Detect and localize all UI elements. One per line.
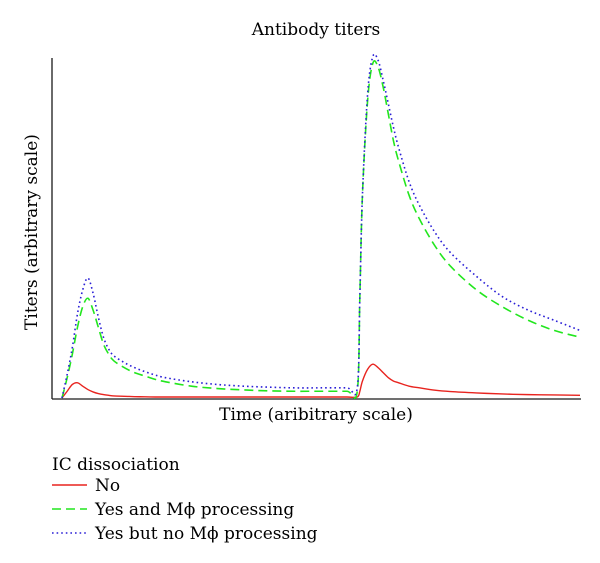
series-line-yes-and-m-processing (61, 60, 581, 399)
series-line-yes-but-no-m-processing (61, 53, 581, 399)
legend-label-yes-but-no-m-processing: Yes but no Mϕ processing (94, 524, 318, 544)
legend-label-yes-and-m-processing: Yes and Mϕ processing (94, 500, 294, 520)
x-axis-label: Time (aribitrary scale) (219, 405, 413, 425)
legend-label-no: No (95, 476, 120, 496)
series-line-no (61, 363, 581, 399)
legend: No Yes and Mϕ processing Yes but no Mϕ pro… (52, 476, 318, 544)
series-layer (61, 53, 581, 399)
y-axis-label: Titers (arbitrary scale) (22, 134, 42, 330)
legend-title: IC dissociation (52, 455, 180, 475)
chart-title: Antibody titers (251, 20, 381, 40)
